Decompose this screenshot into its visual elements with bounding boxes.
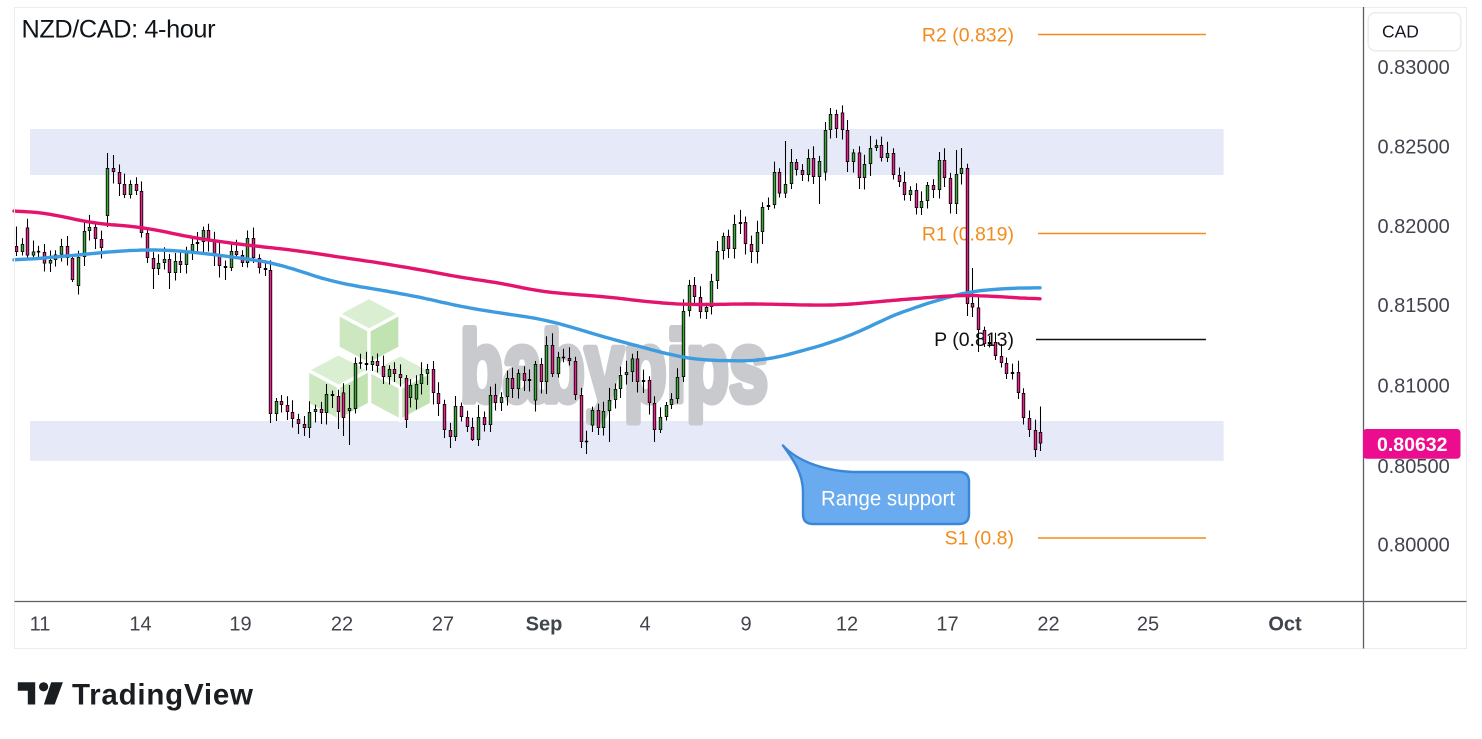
svg-text:0.80000: 0.80000 bbox=[1378, 534, 1450, 556]
svg-text:TradingView: TradingView bbox=[72, 678, 253, 711]
svg-text:22: 22 bbox=[1037, 614, 1059, 636]
svg-text:R2 (0.832): R2 (0.832) bbox=[922, 25, 1014, 47]
svg-text:0.81500: 0.81500 bbox=[1378, 295, 1450, 317]
svg-text:9: 9 bbox=[740, 614, 751, 636]
svg-text:12: 12 bbox=[836, 614, 858, 636]
svg-text:22: 22 bbox=[331, 614, 353, 636]
svg-text:0.80500: 0.80500 bbox=[1378, 456, 1450, 478]
svg-text:17: 17 bbox=[936, 614, 958, 636]
svg-text:0.81000: 0.81000 bbox=[1378, 376, 1450, 398]
svg-text:27: 27 bbox=[432, 614, 454, 636]
svg-text:19: 19 bbox=[229, 614, 251, 636]
svg-text:Range support: Range support bbox=[821, 487, 955, 511]
svg-text:S1 (0.8): S1 (0.8) bbox=[945, 528, 1014, 550]
svg-text:babypips: babypips bbox=[460, 311, 768, 423]
svg-text:0.83000: 0.83000 bbox=[1378, 57, 1450, 79]
svg-text:4: 4 bbox=[639, 614, 650, 636]
svg-text:0.82500: 0.82500 bbox=[1378, 137, 1450, 159]
svg-text:Sep: Sep bbox=[526, 614, 563, 636]
svg-text:11: 11 bbox=[30, 614, 51, 636]
svg-text:25: 25 bbox=[1137, 614, 1159, 636]
svg-text:14: 14 bbox=[129, 614, 151, 636]
svg-text:0.80632: 0.80632 bbox=[1377, 434, 1448, 456]
svg-text:0.82000: 0.82000 bbox=[1378, 216, 1450, 238]
svg-text:Oct: Oct bbox=[1268, 614, 1302, 636]
svg-text:CAD: CAD bbox=[1382, 22, 1419, 42]
svg-text:NZD/CAD: 4-hour: NZD/CAD: 4-hour bbox=[22, 16, 216, 44]
